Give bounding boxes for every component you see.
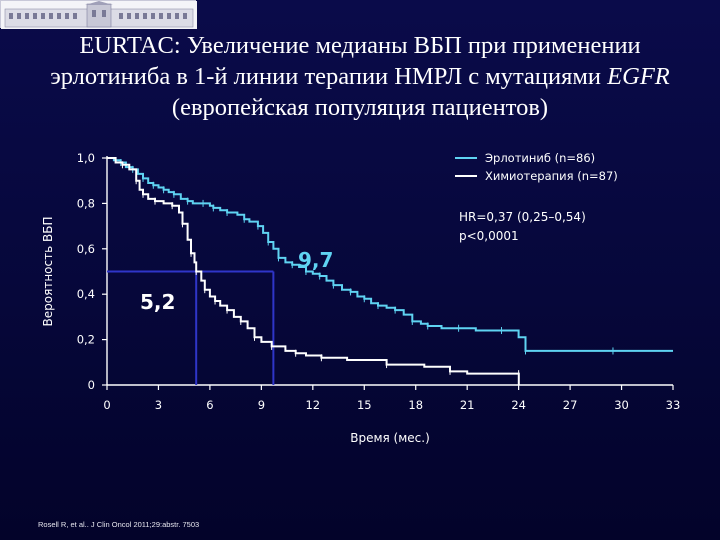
y-tick-label: 0,8 (77, 196, 95, 210)
building-photo-icon (1, 1, 197, 29)
legend-label: Химиотерапия (n=87) (485, 169, 618, 183)
institution-logo-icon (0, 0, 197, 29)
title-line-3: (европейская популяция пациентов) (171, 94, 549, 121)
title-line-2: эрлотиниба в 1-й линии терапии НМРЛ с му… (0, 61, 720, 92)
y-axis-title: Вероятность ВБП (41, 217, 55, 327)
median-chemo-label: 5,2 (140, 290, 175, 314)
chart-axes (102, 156, 674, 390)
x-tick-label: 24 (511, 398, 526, 412)
y-tick-label: 0,2 (77, 333, 95, 347)
x-tick-label: 0 (103, 398, 110, 412)
hazard-ratio-text: HR=0,37 (0,25–0,54) (459, 210, 586, 224)
x-tick-label: 21 (460, 398, 475, 412)
median-erlotinib-label: 9,7 (298, 248, 333, 272)
x-tick-label: 3 (155, 398, 162, 412)
title-gene-name: EGFR (607, 63, 670, 90)
x-tick-label: 30 (614, 398, 629, 412)
x-tick-label: 18 (408, 398, 423, 412)
median-markers (107, 270, 275, 385)
erlotinib-survival-curve (107, 157, 673, 352)
x-tick-label: 6 (206, 398, 213, 412)
x-tick-label: 27 (563, 398, 578, 412)
x-tick-label: 15 (357, 398, 372, 412)
p-value-text: p<0,0001 (459, 229, 519, 243)
legend-label: Эрлотиниб (n=86) (485, 151, 595, 165)
chemo-survival-curve (107, 157, 520, 385)
slide-title: EURTAC: Увеличение медианы ВБП при приме… (0, 30, 720, 123)
title-line-2-text: эрлотиниба в 1-й линии терапии НМРЛ с му… (50, 63, 608, 90)
x-tick-label: 12 (305, 398, 320, 412)
citation-footnote: Rosell R, et al.. J Clin Oncol 2011;29:a… (38, 520, 200, 529)
x-tick-label: 9 (258, 398, 265, 412)
y-tick-label: 0,4 (77, 287, 95, 301)
x-tick-label: 33 (666, 398, 681, 412)
y-tick-label: 0,6 (77, 242, 95, 256)
title-line-1: EURTAC: Увеличение медианы ВБП при приме… (79, 32, 641, 59)
y-tick-label: 1,0 (77, 151, 95, 165)
chart-labels: 0 3 6 9 12 15 18 21 24 27 30 33 0 0,2 0,4 0,6 0,8 1,0 Врем… (41, 151, 680, 445)
y-tick-label: 0 (88, 378, 95, 392)
chart-series (107, 157, 673, 385)
x-axis-title: Время (мес.) (350, 431, 430, 445)
